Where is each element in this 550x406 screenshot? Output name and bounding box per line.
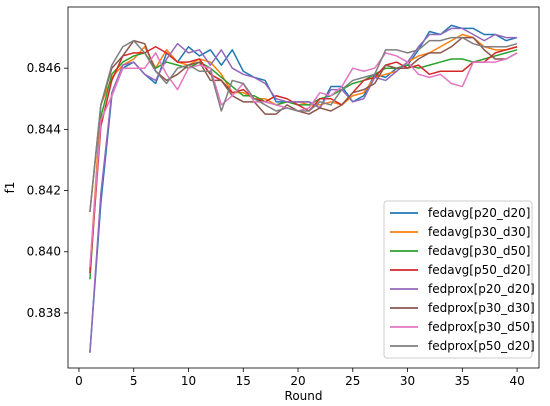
series-line-4 — [89, 27, 518, 353]
legend-frame — [383, 200, 533, 359]
legend-label: fedavg[p50_d20] — [428, 263, 530, 277]
legend-label: fedavg[p30_d50] — [428, 244, 530, 258]
x-axis-label: Round — [285, 389, 323, 403]
x-tick-label: 40 — [509, 374, 524, 388]
axes-layer: 0 5 10 15 20 25 30 35 40 0.838 0.840 0.842 0.844 0.84… — [27, 6, 540, 388]
legend: fedavg[p20_d20] fedavg[p30_d30] fedavg[p30… — [383, 200, 535, 359]
legend-label: fedprox[p30_d30] — [428, 301, 535, 315]
legend-label: fedavg[p20_d20] — [428, 206, 530, 220]
x-tick-label: 15 — [236, 374, 251, 388]
x-tick-label: 10 — [181, 374, 196, 388]
y-tick-label: 0.838 — [27, 306, 61, 320]
legend-label: fedprox[p20_d20] — [428, 282, 535, 296]
series-layer — [89, 24, 518, 353]
series-line-6 — [89, 52, 518, 268]
y-tick-label: 0.844 — [27, 122, 61, 136]
x-tick-label: 20 — [290, 374, 305, 388]
y-tick-label: 0.840 — [27, 245, 61, 259]
series-line-5 — [89, 36, 518, 213]
series-line-3 — [89, 46, 518, 274]
x-tick-label: 35 — [455, 374, 470, 388]
y-tick-label: 0.842 — [27, 184, 61, 198]
x-tick-label: 30 — [400, 374, 415, 388]
legend-label: fedavg[p30_d30] — [428, 225, 530, 239]
x-tick-label: 0 — [75, 374, 83, 388]
legend-label: fedprox[p50_d20] — [428, 339, 535, 353]
legend-label: fedprox[p30_d50] — [428, 320, 535, 334]
series-line-1 — [89, 33, 518, 271]
x-tick-label: 5 — [130, 374, 138, 388]
x-tick-label: 25 — [345, 374, 360, 388]
y-tick-label: 0.846 — [27, 61, 61, 75]
plot-frame — [67, 6, 540, 369]
series-line-7 — [89, 36, 518, 213]
y-axis-label: f1 — [3, 182, 17, 194]
